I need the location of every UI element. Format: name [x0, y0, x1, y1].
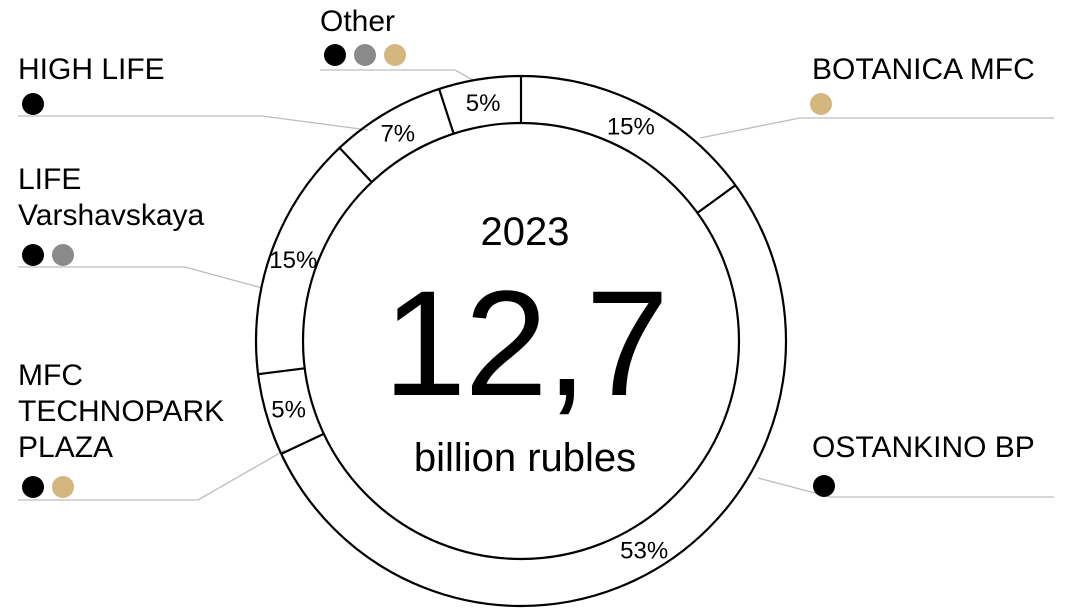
slice-value-label-2: 5%	[271, 397, 306, 424]
legend-dots-botanica-mfc	[810, 93, 832, 115]
legend-label-botanica-mfc: BOTANICA MFC	[812, 53, 1035, 86]
leader-line-3	[18, 266, 263, 289]
legend-dot-gold	[384, 44, 406, 66]
leader-line-0	[699, 117, 1054, 139]
legend-dots-high-life	[22, 93, 44, 115]
center-value: 12,7	[383, 259, 669, 427]
leader-line-5	[320, 69, 474, 81]
legend-dot-black	[813, 475, 835, 497]
legend-dots-mfc-technopark-plaza	[22, 476, 74, 498]
legend-label-ostankino-bp: OSTANKINO BP	[812, 431, 1035, 464]
legend-dots-other	[324, 44, 406, 66]
pie-slice-0	[521, 76, 735, 213]
legend-label-high-life: HIGH LIFE	[18, 53, 165, 86]
slice-value-label-1: 53%	[620, 537, 668, 564]
legend-dot-black	[22, 93, 44, 115]
legend-label-life-varshavskaya: LIFE Varshavskaya	[18, 163, 205, 232]
legend-dot-black	[22, 476, 44, 498]
slice-value-label-3: 15%	[269, 247, 317, 274]
slice-separator-3	[257, 367, 305, 376]
legend-dot-black	[324, 44, 346, 66]
slice-value-label-0: 15%	[607, 113, 655, 140]
legend-dots-life-varshavskaya	[22, 244, 74, 266]
slice-separator-2	[280, 432, 325, 455]
legend-dot-gold	[52, 476, 74, 498]
legend-dot-gray	[354, 44, 376, 66]
legend-dots-ostankino-bp	[813, 475, 835, 497]
slice-value-label-4: 7%	[380, 121, 415, 148]
legend-dot-gold	[810, 93, 832, 115]
center-year: 2023	[480, 210, 570, 254]
legend-dot-black	[22, 244, 44, 266]
leader-line-2	[18, 449, 286, 501]
leader-line-1	[757, 477, 1054, 498]
center-unit: billion rubles	[413, 436, 637, 480]
slice-separator-1	[696, 184, 737, 214]
legend-dot-gray	[52, 244, 74, 266]
legend-label-other: Other	[320, 5, 396, 38]
slice-separator-5	[438, 88, 455, 135]
slice-value-label-5: 5%	[466, 90, 501, 117]
legend-label-mfc-technopark-plaza: MFC TECHNOPARK PLAZA	[18, 359, 225, 464]
leader-line-4	[18, 115, 369, 131]
slice-separator-4	[338, 147, 373, 183]
